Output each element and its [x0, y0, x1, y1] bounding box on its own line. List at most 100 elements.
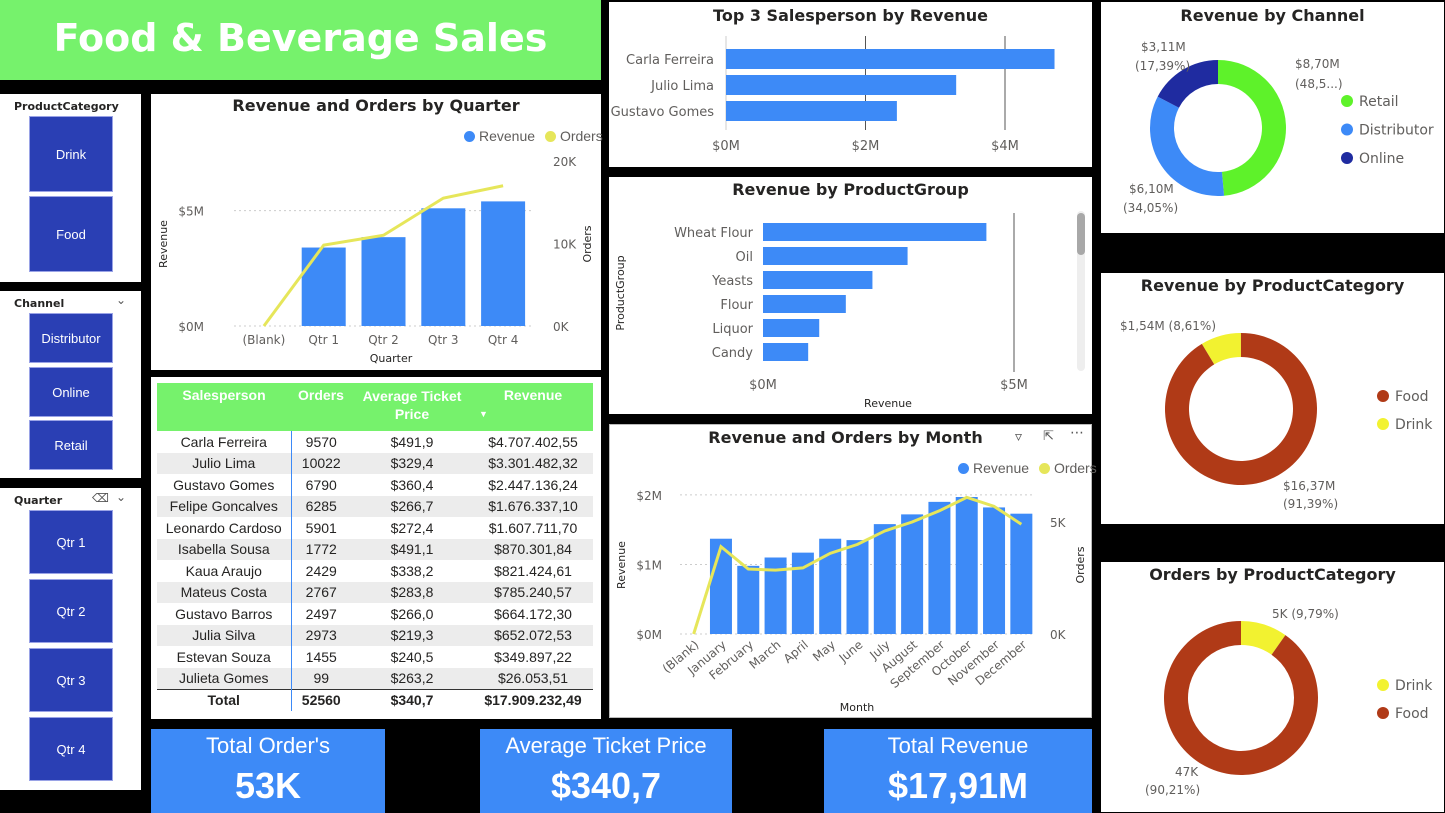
slice-food [1164, 621, 1318, 775]
more-options-icon[interactable]: ⋯ [1070, 425, 1084, 441]
bar-revenue [763, 247, 908, 265]
scrollbar-track[interactable] [1077, 211, 1085, 371]
legend-label-online: Online [1359, 151, 1404, 167]
table-cell-ticket: $272,4 [390, 519, 434, 536]
table-row[interactable]: Carla Ferreira 9570 $491,9 $4.707.402,55 [157, 431, 593, 453]
bar-revenue [764, 557, 787, 634]
y-tick-label: Oil [736, 250, 753, 265]
bar-revenue [301, 247, 346, 326]
table-cell-revenue: $652.072,53 [473, 624, 593, 646]
table-cell-orders: 10022 [291, 452, 351, 474]
table-row[interactable]: Mateus Costa 2767 $283,8 $785.240,57 [157, 581, 593, 603]
table-cell-salesperson: Carla Ferreira [157, 431, 292, 453]
y-tick-label: $2M [636, 489, 662, 503]
slice-retail [1218, 60, 1286, 196]
chart-title: Orders by ProductCategory [1149, 565, 1396, 584]
table-cell-orders: 1772 [291, 538, 351, 560]
chart-title: Revenue by ProductGroup [732, 180, 969, 199]
slicer-item-qtr-3[interactable]: Qtr 3 [29, 648, 113, 712]
table-cell-revenue: $349.897,22 [494, 648, 572, 665]
data-label: $8,70M [1295, 57, 1340, 71]
salesperson-table-panel[interactable]: Salesperson Orders Average Ticket Price … [151, 377, 601, 719]
table-cell-salesperson: Felipe Goncalves [157, 495, 292, 517]
y2-axis-label: Orders [1074, 546, 1087, 583]
kpi-label: Average Ticket Price [505, 733, 707, 758]
category-orders-panel[interactable]: Orders by ProductCategory Drink Food 5K (9… [1101, 562, 1444, 812]
table-header-ticket[interactable]: Average Ticket Price [351, 383, 473, 431]
kpi-value: $340,7 [550, 765, 662, 806]
bar-revenue [901, 514, 924, 634]
kpi-average-ticket: Average Ticket Price $340,7 [480, 729, 732, 813]
kpi-value: 53K [234, 765, 302, 806]
focus-mode-icon[interactable]: ⇱ [1043, 429, 1054, 444]
table-cell-salesperson: Julieta Gomes [157, 667, 292, 689]
slicer-item-food[interactable]: Food [29, 196, 113, 272]
legend-swatch-online [1341, 152, 1353, 164]
chevron-down-icon[interactable]: ⌄ [116, 293, 127, 307]
month-chart-panel[interactable]: Revenue and Orders by Month ▿ ⇱ ⋯ Revenu… [609, 424, 1097, 718]
kpi-total-orders: Total Order's 53K [151, 729, 385, 813]
slicer-item-retail[interactable]: Retail [29, 420, 113, 470]
table-row[interactable]: Isabella Sousa 1772 $491,1 $870.301,84 [157, 538, 593, 560]
slice-food [1165, 333, 1317, 485]
y2-tick-label: 0K [553, 320, 570, 334]
table-cell-orders: 2497 [305, 605, 337, 622]
chart-title: Revenue by ProductCategory [1140, 276, 1405, 295]
table-header-salesperson[interactable]: Salesperson [157, 383, 291, 431]
bar-revenue [481, 201, 526, 326]
table-cell-revenue: $3.301.482,32 [473, 452, 593, 474]
table-row[interactable]: Julieta Gomes 99 $263,2 $26.053,51 [157, 667, 593, 689]
table-row[interactable]: Kaua Araujo 2429 $338,2 $821.424,61 [157, 560, 593, 582]
month-chart-plot: $0M$1M$2M0K5K(Blank)JanuaryFebruaryMarch… [615, 489, 1087, 714]
y2-tick-label: 5K [1050, 516, 1067, 530]
x-tick-label: Qtr 2 [368, 333, 399, 347]
table-row[interactable]: Estevan Souza 1455 $240,5 $349.897,22 [157, 646, 593, 668]
chevron-down-icon[interactable]: ⌄ [116, 490, 127, 504]
table-row[interactable]: Gustavo Barros 2497 $266,0 $664.172,30 [157, 603, 593, 625]
y-axis-label: Revenue [615, 541, 628, 589]
table-cell-ticket: $360,4 [390, 476, 434, 493]
productgroup-chart-panel[interactable]: Revenue by ProductGroup $0M $5M Wheat Flou… [609, 177, 1092, 414]
table-row[interactable]: Gustavo Gomes 6790 $360,4 $2.447.136,24 [157, 474, 593, 496]
quarter-chart-panel[interactable]: Revenue and Orders by Quarter Revenue Or… [151, 94, 603, 370]
table-header-revenue[interactable]: Revenue ▼ [473, 383, 593, 431]
line-orders [262, 184, 504, 327]
legend-label-revenue: Revenue [479, 128, 536, 144]
y2-tick-label: 10K [553, 238, 577, 252]
table-row[interactable]: Felipe Goncalves 6285 $266,7 $1.676.337,10 [157, 495, 593, 517]
top3-chart-plot: $0M $2M $4M Carla Ferreira Julio Lima Gustavo… [611, 36, 1055, 154]
table-cell-revenue: $2.447.136,24 [488, 476, 578, 493]
slicer-item-distributor[interactable]: Distributor [29, 313, 113, 363]
bar-revenue [846, 540, 869, 634]
chart-title: Top 3 Salesperson by Revenue [713, 6, 988, 25]
category-revenue-panel[interactable]: Revenue by ProductCategory Food Drink $1,5… [1101, 273, 1444, 524]
filter-icon[interactable]: ▿ [1015, 429, 1023, 445]
eraser-icon[interactable]: ⌫ [92, 491, 109, 505]
bar-revenue [763, 223, 987, 241]
table-cell-orders: 5901 [305, 519, 337, 536]
table-header-orders[interactable]: Orders [291, 383, 351, 431]
x-tick-label: May [810, 638, 838, 665]
table-cell-ticket: $263,2 [351, 667, 473, 689]
sort-desc-icon: ▼ [479, 409, 488, 419]
table-row[interactable]: Julia Silva 2973 $219,3 $652.072,53 [157, 624, 593, 646]
table-row[interactable]: Julio Lima 10022 $329,4 $3.301.482,32 [157, 452, 593, 474]
legend-label-revenue: Revenue [973, 460, 1030, 476]
legend-swatch-orders [1038, 463, 1050, 474]
slicer-item-drink[interactable]: Drink [29, 116, 113, 192]
slicer-item-online[interactable]: Online [29, 367, 113, 417]
table-cell-orders: 2767 [291, 581, 351, 603]
scrollbar-thumb[interactable] [1077, 213, 1085, 255]
table-total-row: Total 52560 $340,7 $17.909.232,49 [157, 688, 593, 711]
table-row[interactable]: Leonardo Cardoso 5901 $272,4 $1.607.711,70 [157, 517, 593, 539]
slicer-item-qtr-1[interactable]: Qtr 1 [29, 510, 113, 574]
slicer-item-qtr-4[interactable]: Qtr 4 [29, 717, 113, 781]
table-cell-salesperson: Julia Silva [157, 624, 292, 646]
data-label: (91,39%) [1283, 497, 1338, 511]
top3-chart-panel[interactable]: Top 3 Salesperson by Revenue $0M $2M $4M Ca… [609, 2, 1092, 167]
slicer-item-qtr-2[interactable]: Qtr 2 [29, 579, 113, 643]
chart-title: Revenue by Channel [1180, 6, 1365, 25]
channel-chart-panel[interactable]: Revenue by Channel Retail Distributor Onli… [1101, 2, 1444, 233]
y-tick-label: Carla Ferreira [626, 53, 714, 68]
y2-axis-label: Orders [581, 225, 594, 262]
